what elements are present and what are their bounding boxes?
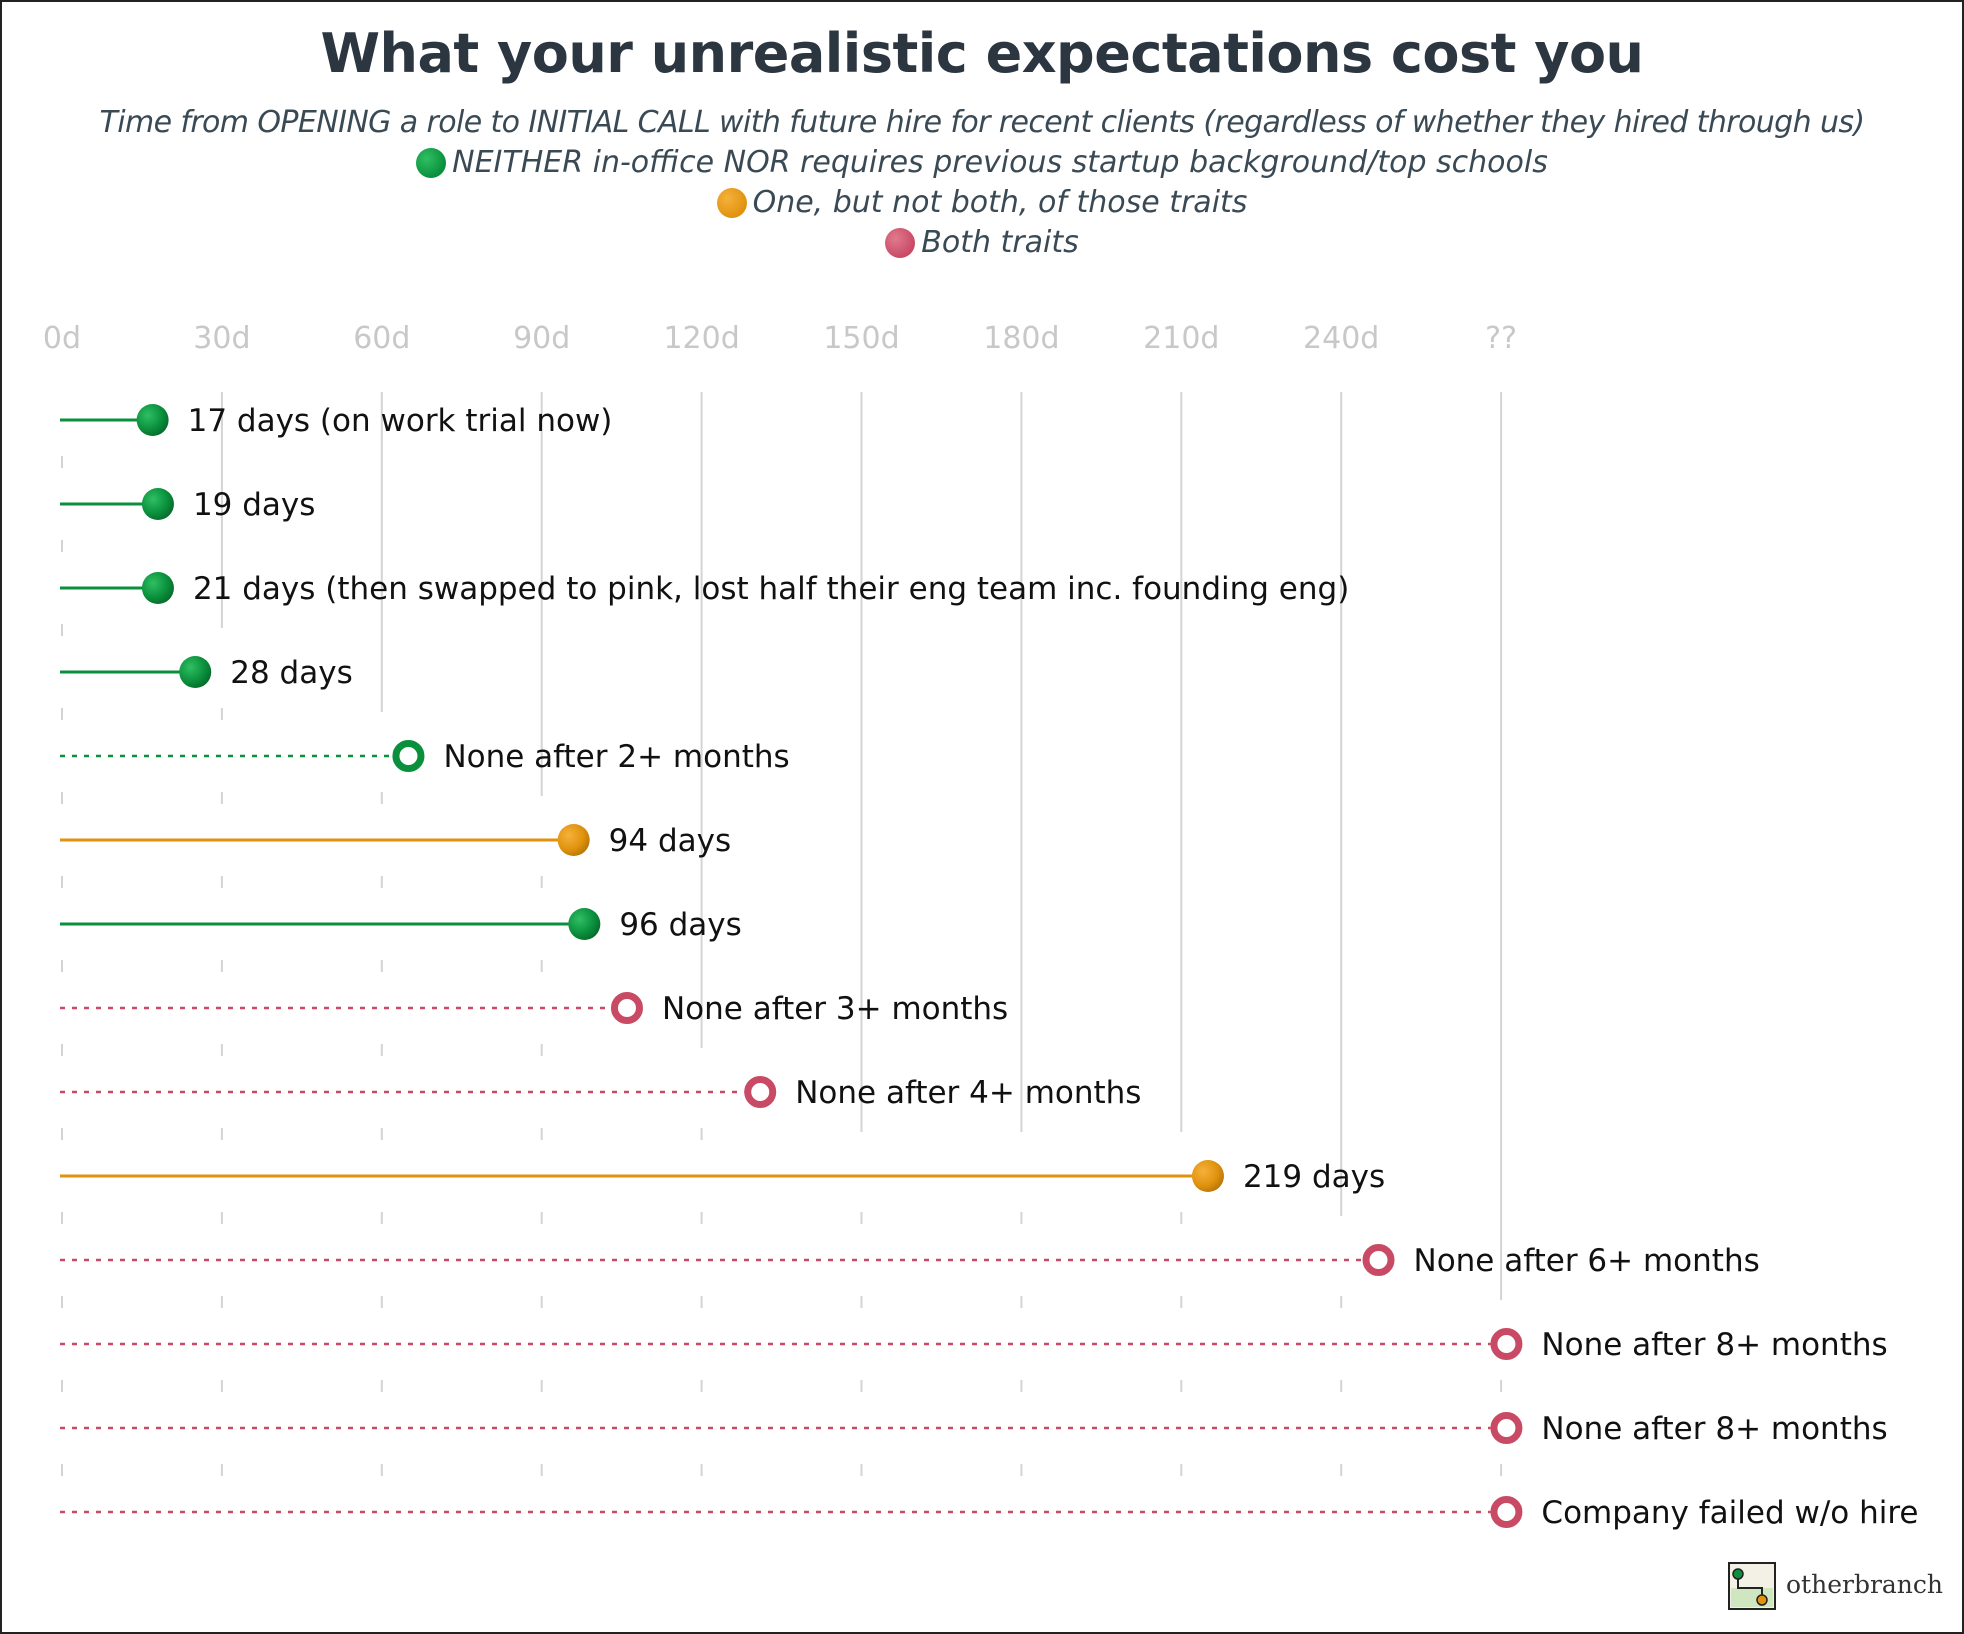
data-label: 94 days [609, 823, 731, 859]
x-tick-label: 120d [663, 321, 739, 356]
data-label: None after 3+ months [662, 991, 1008, 1027]
legend-label-both: Both traits [921, 225, 1079, 260]
data-point-neither [141, 488, 174, 520]
open-point-both [1362, 1244, 1395, 1276]
open-point-both [610, 992, 643, 1024]
legend-swatch-neither [416, 147, 447, 178]
legend-swatch-both [885, 227, 916, 258]
open-point-neither [392, 740, 425, 772]
data-label: None after 6+ months [1414, 1243, 1760, 1279]
legend-entry-one: One, but not both, of those traits [0, 185, 1964, 220]
open-point-both [744, 1076, 777, 1108]
data-point-neither [136, 404, 169, 436]
data-label: 96 days [619, 907, 741, 943]
x-tick-label: 60d [353, 321, 410, 356]
x-tick-label: 210d [1143, 321, 1219, 356]
brand-name: otherbranch [1786, 1570, 1944, 1599]
x-tick-label: 0d [43, 321, 81, 356]
x-tick-label: 240d [1303, 321, 1379, 356]
data-label: 21 days (then swapped to pink, lost half… [193, 571, 1349, 607]
data-label: Company failed w/o hire [1541, 1495, 1918, 1531]
data-point-one [1191, 1160, 1224, 1192]
data-label: 219 days [1243, 1159, 1385, 1195]
brand-logo: otherbranch [1728, 1560, 1948, 1616]
x-tick-label: 180d [983, 321, 1059, 356]
open-point-both [1490, 1412, 1523, 1444]
data-label: 28 days [230, 655, 352, 691]
legend-swatch-one [716, 187, 747, 218]
open-point-both [1490, 1328, 1523, 1360]
data-point-one [557, 824, 590, 856]
x-tick-label: 30d [193, 321, 250, 356]
x-tick-label: 90d [513, 321, 570, 356]
open-point-both [1490, 1496, 1523, 1528]
x-tick-label: ?? [1485, 321, 1517, 356]
legend-entry-both: Both traits [0, 225, 1964, 260]
chart-title: What your unrealistic expectations cost … [320, 22, 1644, 85]
legend-label-neither: NEITHER in-office NOR requires previous … [452, 145, 1548, 180]
data-point-neither [568, 908, 601, 940]
legend-label-one: One, but not both, of those traits [752, 185, 1248, 220]
data-label: None after 2+ months [443, 739, 789, 775]
data-label: None after 8+ months [1541, 1411, 1887, 1447]
data-point-neither [141, 572, 174, 604]
data-label: 19 days [193, 487, 315, 523]
data-point-neither [179, 656, 212, 688]
x-tick-label: 150d [823, 321, 899, 356]
chart-subtitle: Time from OPENING a role to INITIAL CALL… [99, 105, 1865, 140]
data-label: None after 4+ months [795, 1075, 1141, 1111]
data-label: None after 8+ months [1541, 1327, 1887, 1363]
branch-logo-icon [1728, 1562, 1776, 1610]
legend-entry-neither: NEITHER in-office NOR requires previous … [0, 145, 1964, 180]
data-label: 17 days (on work trial now) [188, 403, 613, 439]
